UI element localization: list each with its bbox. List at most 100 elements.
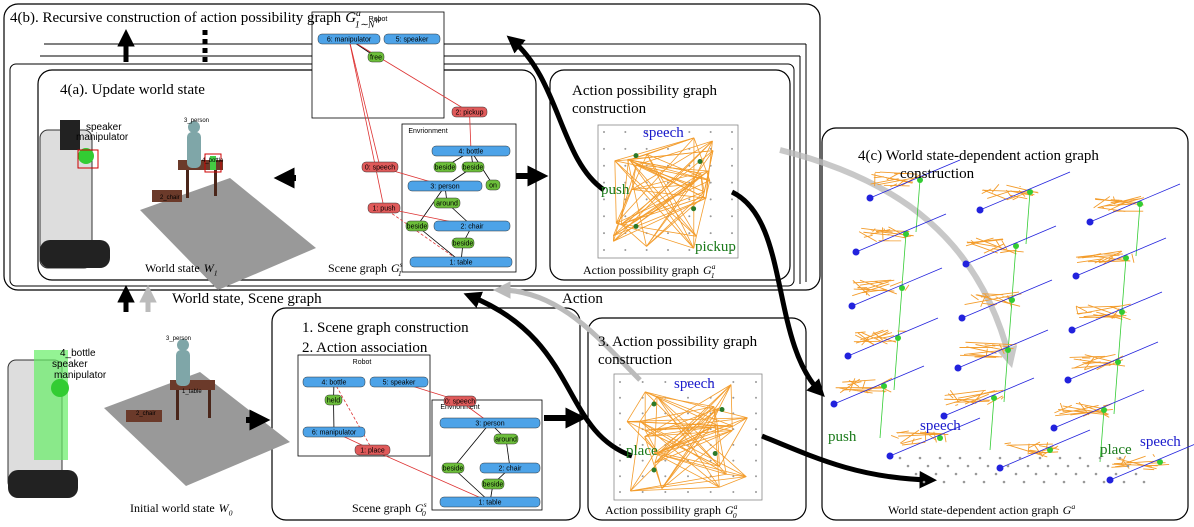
caption-sub-sup: W <box>374 16 381 25</box>
node-label: 6: manipulator <box>327 36 372 43</box>
grid-dot <box>646 249 648 251</box>
grid-dot <box>963 481 966 484</box>
grid-dot <box>688 249 690 251</box>
node-label: around <box>436 200 458 207</box>
diagram: RobotEnvrionment6: manipulator5: speaker… <box>0 0 1194 527</box>
grid-dot <box>731 182 733 184</box>
graph-edge <box>854 341 896 342</box>
grid-dot <box>619 460 621 462</box>
caption-sup: a <box>734 502 738 511</box>
grid-dot <box>642 460 644 462</box>
grid-dot <box>619 444 621 446</box>
label: push <box>828 429 857 445</box>
grid-dot <box>619 412 621 414</box>
caption-text: World state-dependent action graph <box>888 503 1059 517</box>
node-label: beside <box>483 481 504 488</box>
label: place <box>626 443 658 459</box>
node-label: 4: bottle <box>459 148 484 155</box>
node-label: 6: manipulator <box>312 429 357 436</box>
grid-dot <box>619 397 621 399</box>
grid-dot <box>603 148 605 150</box>
grid-dot <box>619 381 621 383</box>
label: 2_chair <box>136 411 156 417</box>
node-label: beside <box>435 164 456 171</box>
grid-dot <box>919 457 922 460</box>
caption-text: Initial world state <box>130 501 215 515</box>
node-label: 4: bottle <box>322 379 347 386</box>
grid-dot <box>624 215 626 217</box>
grid-dot <box>603 131 605 133</box>
grid-dot <box>915 473 918 476</box>
grid-dot <box>710 131 712 133</box>
grid-dot <box>1103 481 1106 484</box>
label: 2_chair <box>160 195 180 201</box>
label: speech <box>920 418 961 434</box>
grid-dot <box>731 148 733 150</box>
grid-dot <box>624 131 626 133</box>
grid-dot <box>624 148 626 150</box>
grid-dot <box>710 198 712 200</box>
grid-dot <box>979 457 982 460</box>
node-label: beside <box>453 240 474 247</box>
graph-node <box>698 159 703 164</box>
grid-dot <box>688 198 690 200</box>
label: 3_person <box>184 118 209 124</box>
node-label: 0: speech <box>445 398 475 405</box>
label: 1_table <box>182 389 202 395</box>
grid-dot <box>1107 465 1110 468</box>
caption-sub: 1∼N <box>355 19 375 30</box>
grid-dot <box>1083 481 1086 484</box>
grid-dot <box>1059 457 1062 460</box>
grid-dot <box>1019 457 1022 460</box>
frame-title: Robot <box>353 359 372 366</box>
caption-title: 4(b). Recursive construction of action p… <box>10 10 342 26</box>
node-label: on <box>489 182 497 189</box>
grid-dot <box>667 148 669 150</box>
grid-dot <box>642 412 644 414</box>
graph-edge <box>882 227 883 239</box>
grid-dot <box>1087 465 1090 468</box>
grid-dot <box>664 491 666 493</box>
grid-dot <box>1079 457 1082 460</box>
grid-dot <box>755 475 757 477</box>
grid-dot <box>1027 465 1030 468</box>
graph-edge <box>884 185 910 186</box>
grid-dot <box>710 491 712 493</box>
grid-dot <box>1043 481 1046 484</box>
caption-sub: 1 <box>711 271 715 280</box>
grid-dot <box>1123 481 1126 484</box>
graph-frame <box>432 400 542 510</box>
math-caption: Initial world stateW0 <box>130 501 233 518</box>
caption-sub: 1 <box>214 269 218 278</box>
grid-dot <box>687 491 689 493</box>
node-label: 2: pickup <box>455 109 483 116</box>
graph-node <box>652 402 657 407</box>
grid-dot <box>899 457 902 460</box>
grid-dot <box>755 381 757 383</box>
grid-dot <box>732 397 734 399</box>
caption-sub: 0 <box>422 509 426 518</box>
grid-dot <box>955 473 958 476</box>
grid-dot <box>731 232 733 234</box>
grid-dot <box>619 491 621 493</box>
grid-dot <box>642 475 644 477</box>
grid-dot <box>603 215 605 217</box>
label: 3. Action possibility graph <box>598 334 758 350</box>
node-label: 0: speech <box>365 164 395 171</box>
grid-dot <box>967 465 970 468</box>
grid-dot <box>927 465 930 468</box>
grid-dot <box>1015 473 1018 476</box>
graph-node <box>634 153 639 158</box>
label: 4_bottle <box>60 348 96 359</box>
label: pickup <box>695 239 736 255</box>
graph-node <box>713 451 718 456</box>
node-label: 1: table <box>479 499 502 506</box>
node-label: 1: place <box>360 447 385 454</box>
grid-dot <box>731 165 733 167</box>
grid-dot <box>1075 473 1078 476</box>
grid-dot <box>603 165 605 167</box>
grid-dot <box>603 249 605 251</box>
label: construction <box>598 352 673 368</box>
graph-node <box>652 468 657 473</box>
grid-dot <box>667 249 669 251</box>
